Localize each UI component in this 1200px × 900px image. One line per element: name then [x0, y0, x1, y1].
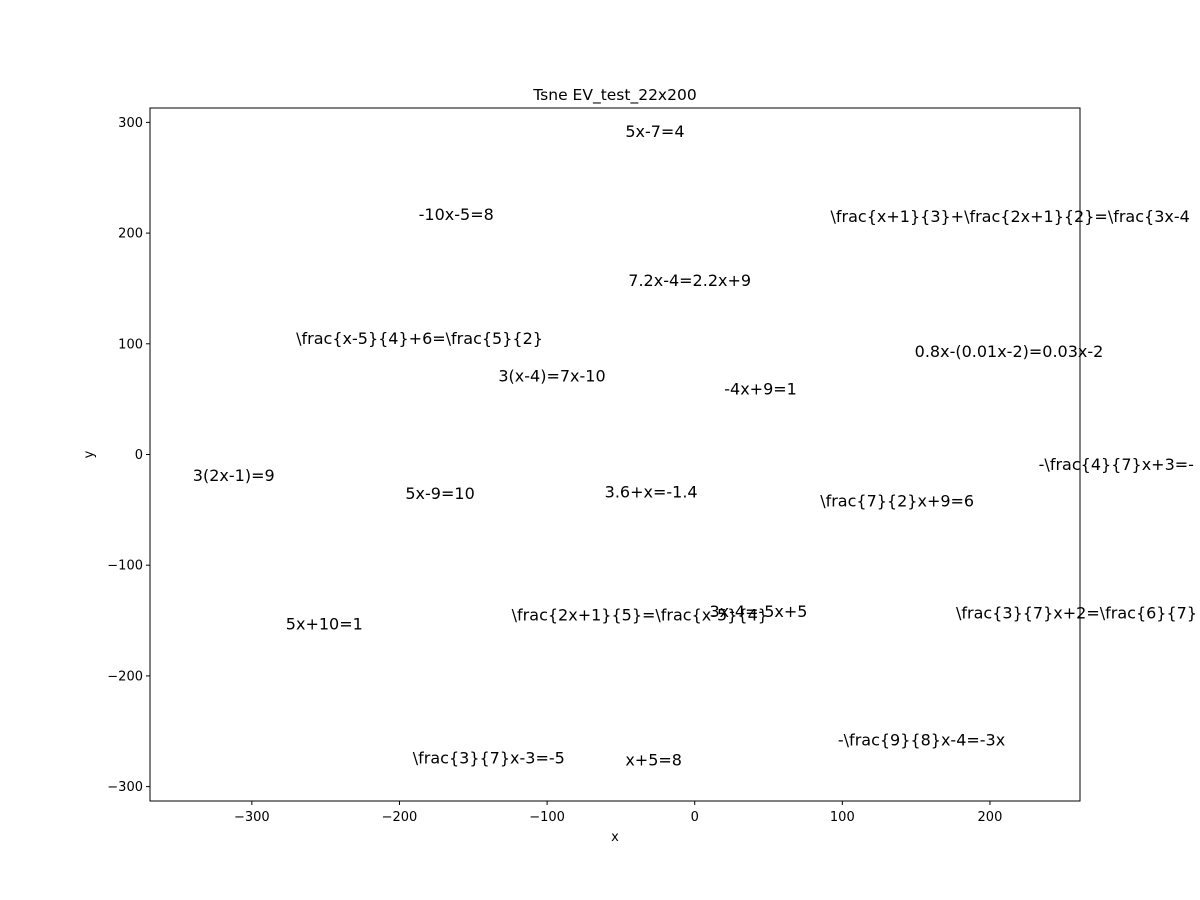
point-label: \frac{x-5}{4}+6=\frac{5}{2}	[296, 329, 543, 348]
x-axis-ticks: −300 −200 −100 0 100 200	[234, 801, 1002, 825]
point-label: -\frac{4}{7}x+3=-	[1039, 455, 1194, 474]
point-label: 3.6+x=-1.4	[605, 483, 698, 502]
point-label: 5x-7=4	[625, 122, 684, 141]
point-label: -10x-5=8	[419, 205, 494, 224]
x-axis-label: x	[611, 830, 619, 845]
y-axis-label: y	[82, 450, 97, 458]
y-tick-label: 100	[118, 337, 143, 352]
x-tick-label: 0	[691, 810, 699, 825]
point-label: 3x-4=-5x+5	[709, 602, 807, 621]
point-label: 7.2x-4=2.2x+9	[628, 271, 751, 290]
point-label: \frac{3}{7}x-3=-5	[413, 748, 565, 767]
y-axis-ticks: −300 −200 −100 0 100 200 300	[107, 116, 150, 795]
x-tick-label: −100	[529, 810, 565, 825]
data-points: 5x-7=4 -10x-5=8 \frac{x+1}{3}+\frac{2x+1}{…	[193, 122, 1197, 770]
point-label: -4x+9=1	[724, 380, 797, 399]
y-tick-label: 300	[118, 116, 143, 131]
plot-frame	[149, 107, 1081, 802]
point-label: \frac{3}{7}x+2=\frac{6}{7}	[956, 603, 1197, 622]
y-tick-label: −300	[107, 780, 143, 795]
point-label: -\frac{9}{8}x-4=-3x	[838, 731, 1005, 750]
point-label: \frac{x+1}{3}+\frac{2x+1}{2}=\frac{3x-4	[831, 207, 1190, 226]
x-tick-label: 200	[978, 810, 1003, 825]
point-label: x+5=8	[625, 751, 682, 770]
x-tick-label: 100	[830, 810, 855, 825]
chart-title: Tsne EV_test_22x200	[532, 86, 696, 105]
point-label: 3(x-4)=7x-10	[498, 366, 605, 385]
y-tick-label: 200	[118, 227, 143, 242]
y-tick-label: −200	[107, 669, 143, 684]
y-tick-label: −100	[107, 559, 143, 574]
point-label: \frac{2x+1}{5}=\frac{x-5}{4}	[512, 606, 768, 625]
point-label: \frac{7}{2}x+9=6	[820, 492, 974, 511]
point-label: 5x+10=1	[286, 614, 363, 633]
y-tick-label: 0	[135, 448, 143, 463]
point-label: 5x-9=10	[405, 484, 474, 503]
x-tick-label: −200	[382, 810, 418, 825]
point-label: 3(2x-1)=9	[193, 466, 275, 485]
point-label: 0.8x-(0.01x-2)=0.03x-2	[915, 342, 1104, 361]
x-tick-label: −300	[234, 810, 270, 825]
